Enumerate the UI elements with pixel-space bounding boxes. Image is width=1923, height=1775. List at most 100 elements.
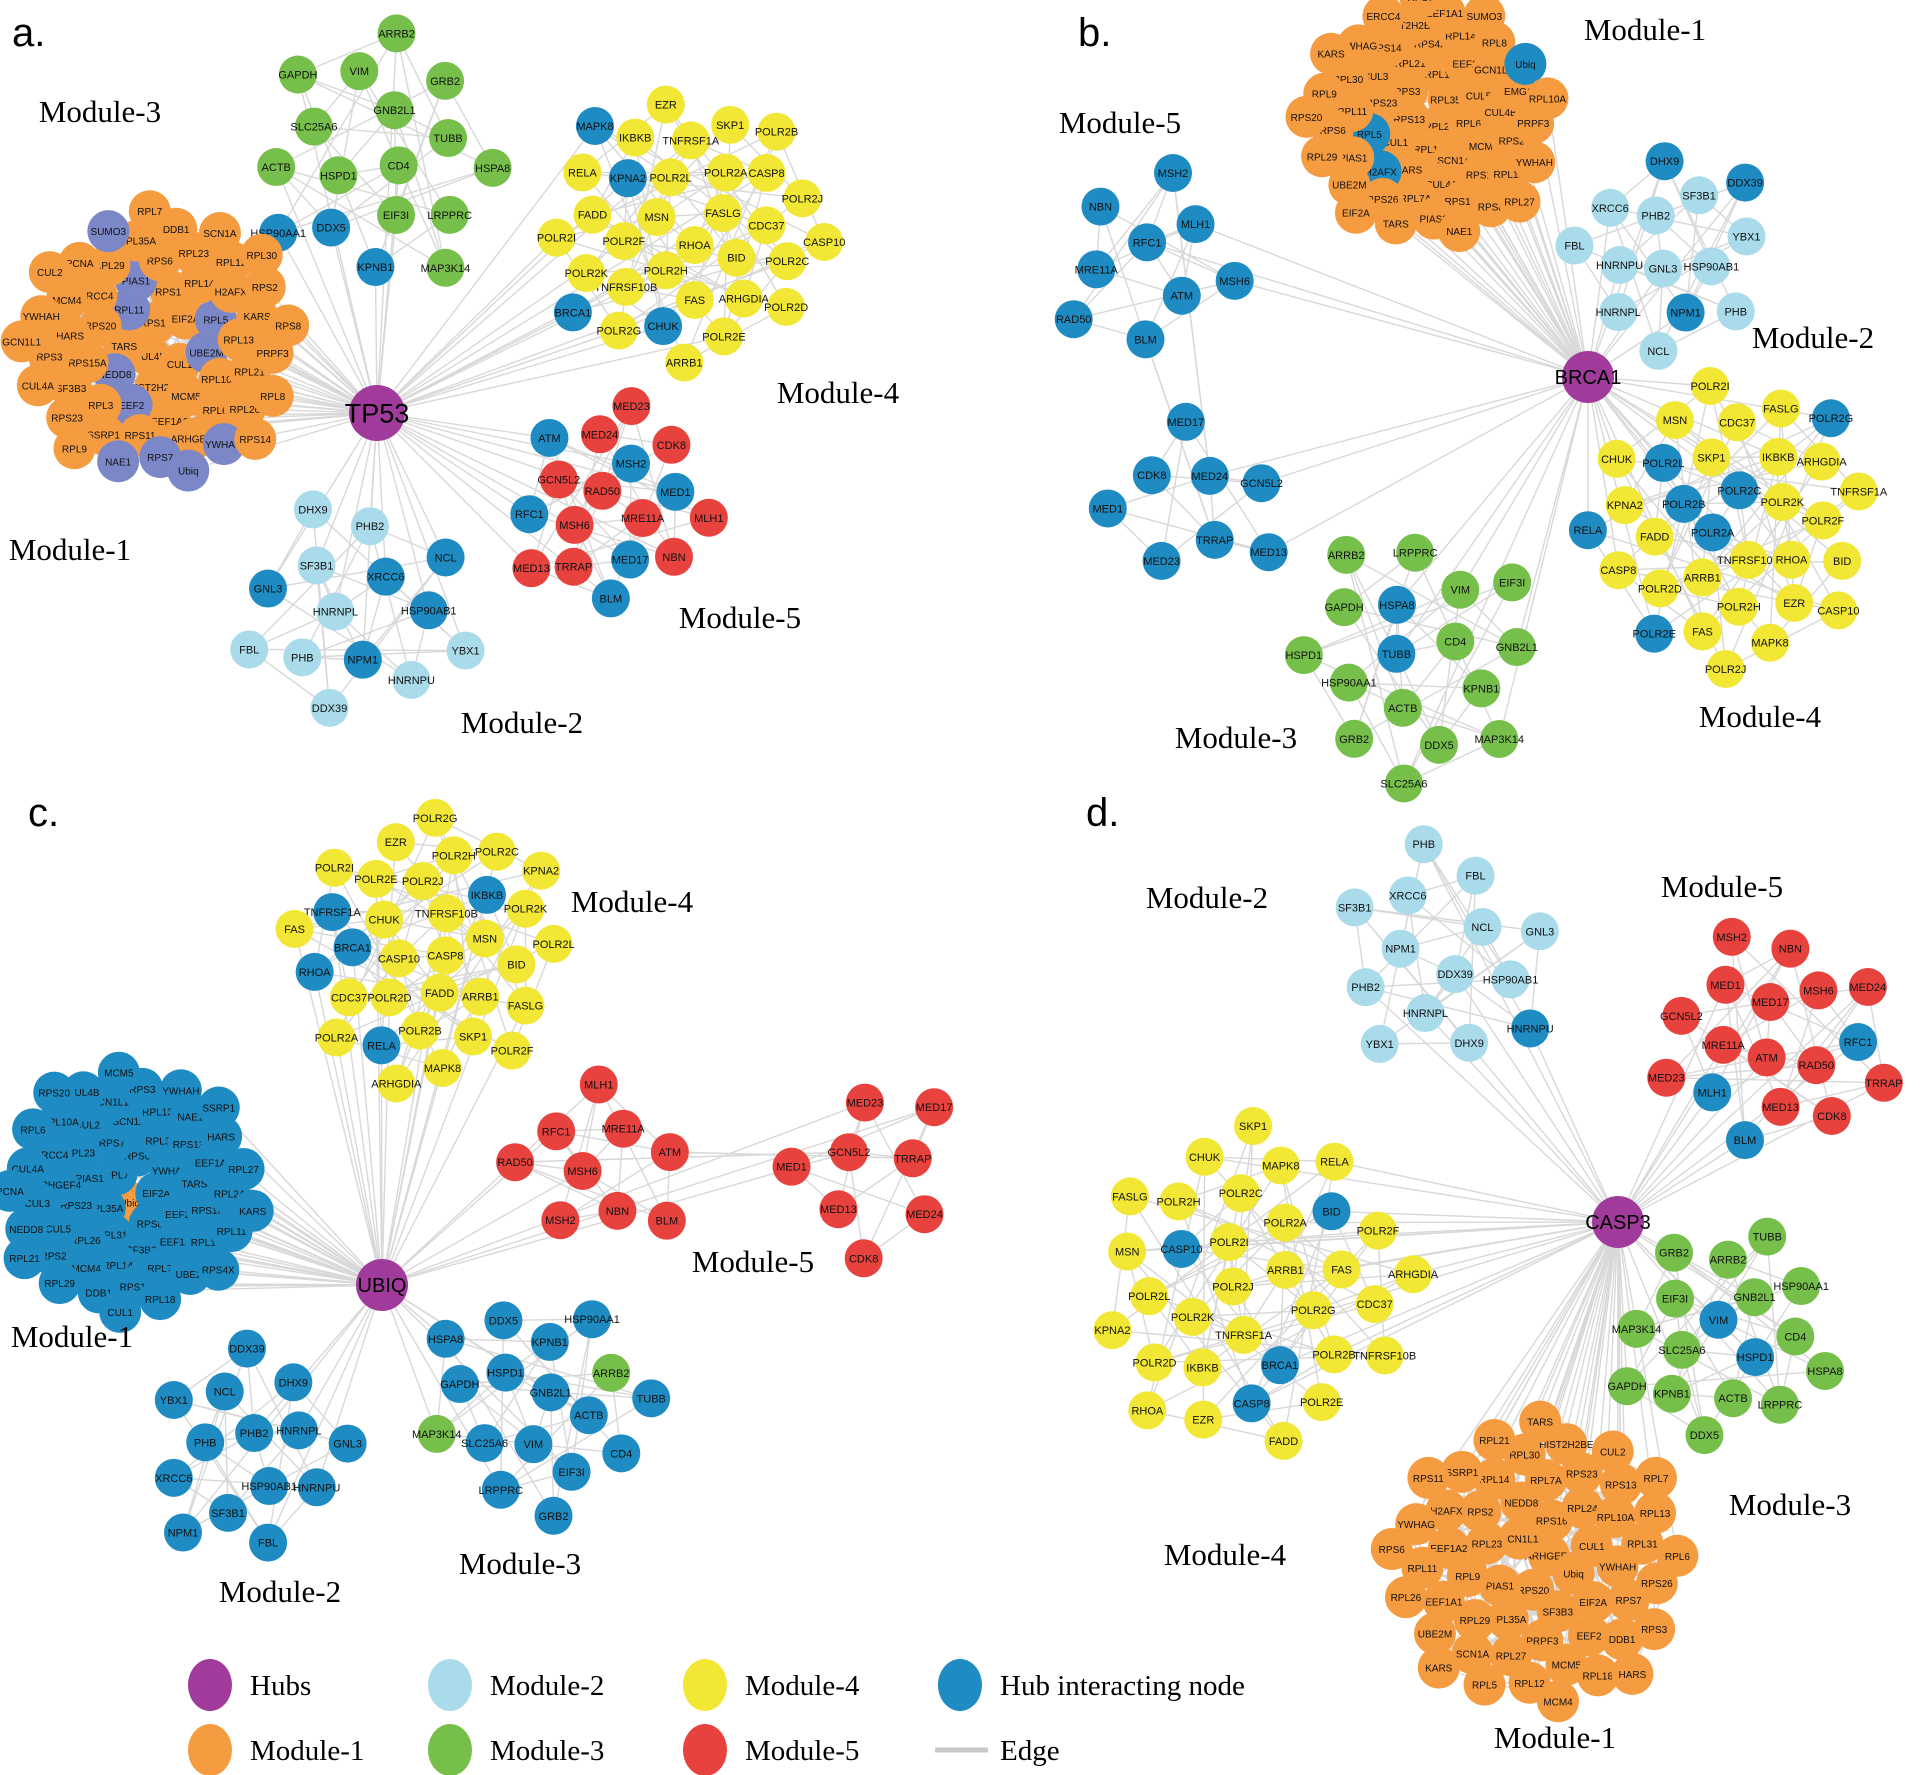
node-msh2[interactable]: MSH2 — [541, 1201, 580, 1240]
node-ercc4[interactable]: ERCC4 — [1362, 0, 1405, 37]
node-med17[interactable]: MED17 — [1751, 983, 1790, 1022]
node-nbn[interactable]: NBN — [654, 537, 693, 576]
node-circle[interactable] — [563, 1151, 602, 1190]
node-circle[interactable] — [563, 153, 602, 192]
node-polr2i[interactable]: POLR2I — [315, 848, 354, 887]
node-circle[interactable] — [604, 222, 643, 261]
node-rpl30[interactable]: RPL30 — [240, 233, 283, 276]
node-circle[interactable] — [1811, 399, 1850, 438]
node-ssrp1[interactable]: SSRP1 — [1440, 1450, 1483, 1493]
node-eef2[interactable]: EEF2 — [1568, 1614, 1611, 1657]
node-slc25a6[interactable]: SLC25A6 — [1658, 1330, 1705, 1369]
node-circle[interactable] — [1154, 153, 1193, 192]
node-circle[interactable] — [1839, 472, 1878, 511]
node-circle[interactable] — [1374, 202, 1417, 245]
node-hnrnpl[interactable]: HNRNPL — [1596, 293, 1641, 332]
node-circle[interactable] — [1812, 1096, 1851, 1135]
node-circle[interactable] — [1662, 1330, 1701, 1369]
node-cul4a[interactable]: CUL4A — [16, 364, 59, 407]
node-gapdh[interactable]: GAPDH — [278, 55, 318, 94]
node-circle[interactable] — [1576, 1654, 1619, 1697]
node-circle[interactable] — [1600, 245, 1639, 284]
node-hsp90ab1[interactable]: HSP90AB1 — [1684, 247, 1740, 286]
node-circle[interactable] — [531, 1373, 570, 1412]
node-msh2[interactable]: MSH2 — [1712, 917, 1751, 956]
node-circle[interactable] — [1335, 888, 1374, 927]
node-circle[interactable] — [1261, 1146, 1300, 1185]
node-rfc1[interactable]: RFC1 — [1128, 223, 1167, 262]
node-ikbkb[interactable]: IKBKB — [1183, 1348, 1222, 1387]
node-circle[interactable] — [1249, 533, 1288, 572]
node-arrb1[interactable]: ARRB1 — [665, 343, 704, 382]
node-cdc37[interactable]: CDC37 — [1355, 1285, 1394, 1324]
node-circle[interactable] — [1643, 249, 1682, 288]
node-circle[interactable] — [1761, 389, 1800, 428]
node-circle[interactable] — [209, 270, 252, 313]
node-cd4[interactable]: CD4 — [602, 1434, 641, 1473]
node-circle[interactable] — [1436, 622, 1475, 661]
node-actb[interactable]: ACTB — [1714, 1379, 1753, 1418]
node-circle[interactable] — [757, 112, 796, 151]
node-circle[interactable] — [1315, 1142, 1354, 1181]
node-circle[interactable] — [583, 471, 622, 510]
node-gnb2l1[interactable]: GNB2L1 — [530, 1373, 572, 1412]
node-circle[interactable] — [1608, 1367, 1647, 1406]
node-circle[interactable] — [1568, 511, 1607, 550]
node-pcna[interactable]: PCNA — [0, 1169, 31, 1212]
node-ubiq[interactable]: Ubiq — [167, 449, 210, 492]
node-rad50[interactable]: RAD50 — [1054, 300, 1093, 339]
node-circle[interactable] — [33, 1071, 76, 1114]
node-msh2[interactable]: MSH2 — [1154, 153, 1193, 192]
node-kpna2[interactable]: KPNA2 — [1093, 1311, 1132, 1350]
node-circle[interactable] — [1110, 1177, 1149, 1216]
node-rps11[interactable]: RPS11 — [1407, 1456, 1450, 1499]
node-circle[interactable] — [333, 928, 372, 967]
node-circle[interactable] — [1639, 331, 1678, 370]
node-gnb2l1[interactable]: GNB2L1 — [1496, 628, 1538, 667]
node-polr2d[interactable]: POLR2D — [1132, 1343, 1177, 1382]
node-circle[interactable] — [1360, 1024, 1399, 1063]
node-circle[interactable] — [592, 1353, 631, 1392]
node-circle[interactable] — [1685, 1416, 1724, 1455]
node-circle[interactable] — [1599, 293, 1638, 332]
node-cdk8[interactable]: CDK8 — [652, 425, 691, 464]
node-gapdh[interactable]: GAPDH — [440, 1365, 479, 1404]
node-polr2a[interactable]: POLR2A — [704, 153, 748, 192]
node-circle[interactable] — [1699, 1300, 1738, 1339]
node-polr2f[interactable]: POLR2F — [1801, 501, 1845, 540]
node-casp10[interactable]: CASP10 — [378, 939, 420, 978]
node-circle[interactable] — [1771, 929, 1810, 968]
node-circle[interactable] — [209, 1493, 248, 1532]
node-ezr[interactable]: EZR — [1775, 583, 1814, 622]
node-circle[interactable] — [62, 1071, 105, 1114]
node-circle[interactable] — [1450, 1023, 1489, 1062]
node-hsp90aa1[interactable]: HSP90AA1 — [564, 1300, 620, 1339]
node-circle[interactable] — [1135, 1343, 1174, 1382]
node-circle[interactable] — [283, 638, 322, 677]
node-map3k14[interactable]: MAP3K14 — [1612, 1309, 1662, 1348]
node-phb[interactable]: PHB — [1716, 292, 1755, 331]
node-rpl18[interactable]: RPL18 — [139, 1278, 182, 1321]
node-kars[interactable]: KARS — [1417, 1646, 1460, 1689]
node-polr2i[interactable]: POLR2I — [1691, 366, 1730, 405]
node-circle[interactable] — [1572, 1581, 1615, 1624]
node-circle[interactable] — [632, 1379, 671, 1418]
node-circle[interactable] — [426, 61, 465, 100]
node-polr2c[interactable]: POLR2C — [1717, 471, 1761, 510]
node-circle[interactable] — [377, 14, 416, 53]
node-circle[interactable] — [1799, 971, 1838, 1010]
node-circle[interactable] — [1407, 1456, 1450, 1499]
node-ddx5[interactable]: DDX5 — [1685, 1416, 1724, 1455]
node-blm[interactable]: BLM — [647, 1201, 686, 1240]
node-mlh1[interactable]: MLH1 — [1693, 1073, 1732, 1112]
node-circle[interactable] — [1346, 968, 1385, 1007]
node-polr2c[interactable]: POLR2C — [765, 242, 809, 281]
node-circle[interactable] — [465, 1424, 504, 1463]
node-map3k14[interactable]: MAP3K14 — [421, 248, 471, 287]
node-circle[interactable] — [1264, 1421, 1303, 1460]
node-circle[interactable] — [465, 919, 504, 958]
node-chuk[interactable]: CHUK — [365, 900, 404, 939]
node-rhoa[interactable]: RHOA — [1772, 540, 1811, 579]
node-circle[interactable] — [1692, 247, 1731, 286]
node-kpnb1[interactable]: KPNB1 — [1462, 669, 1501, 708]
